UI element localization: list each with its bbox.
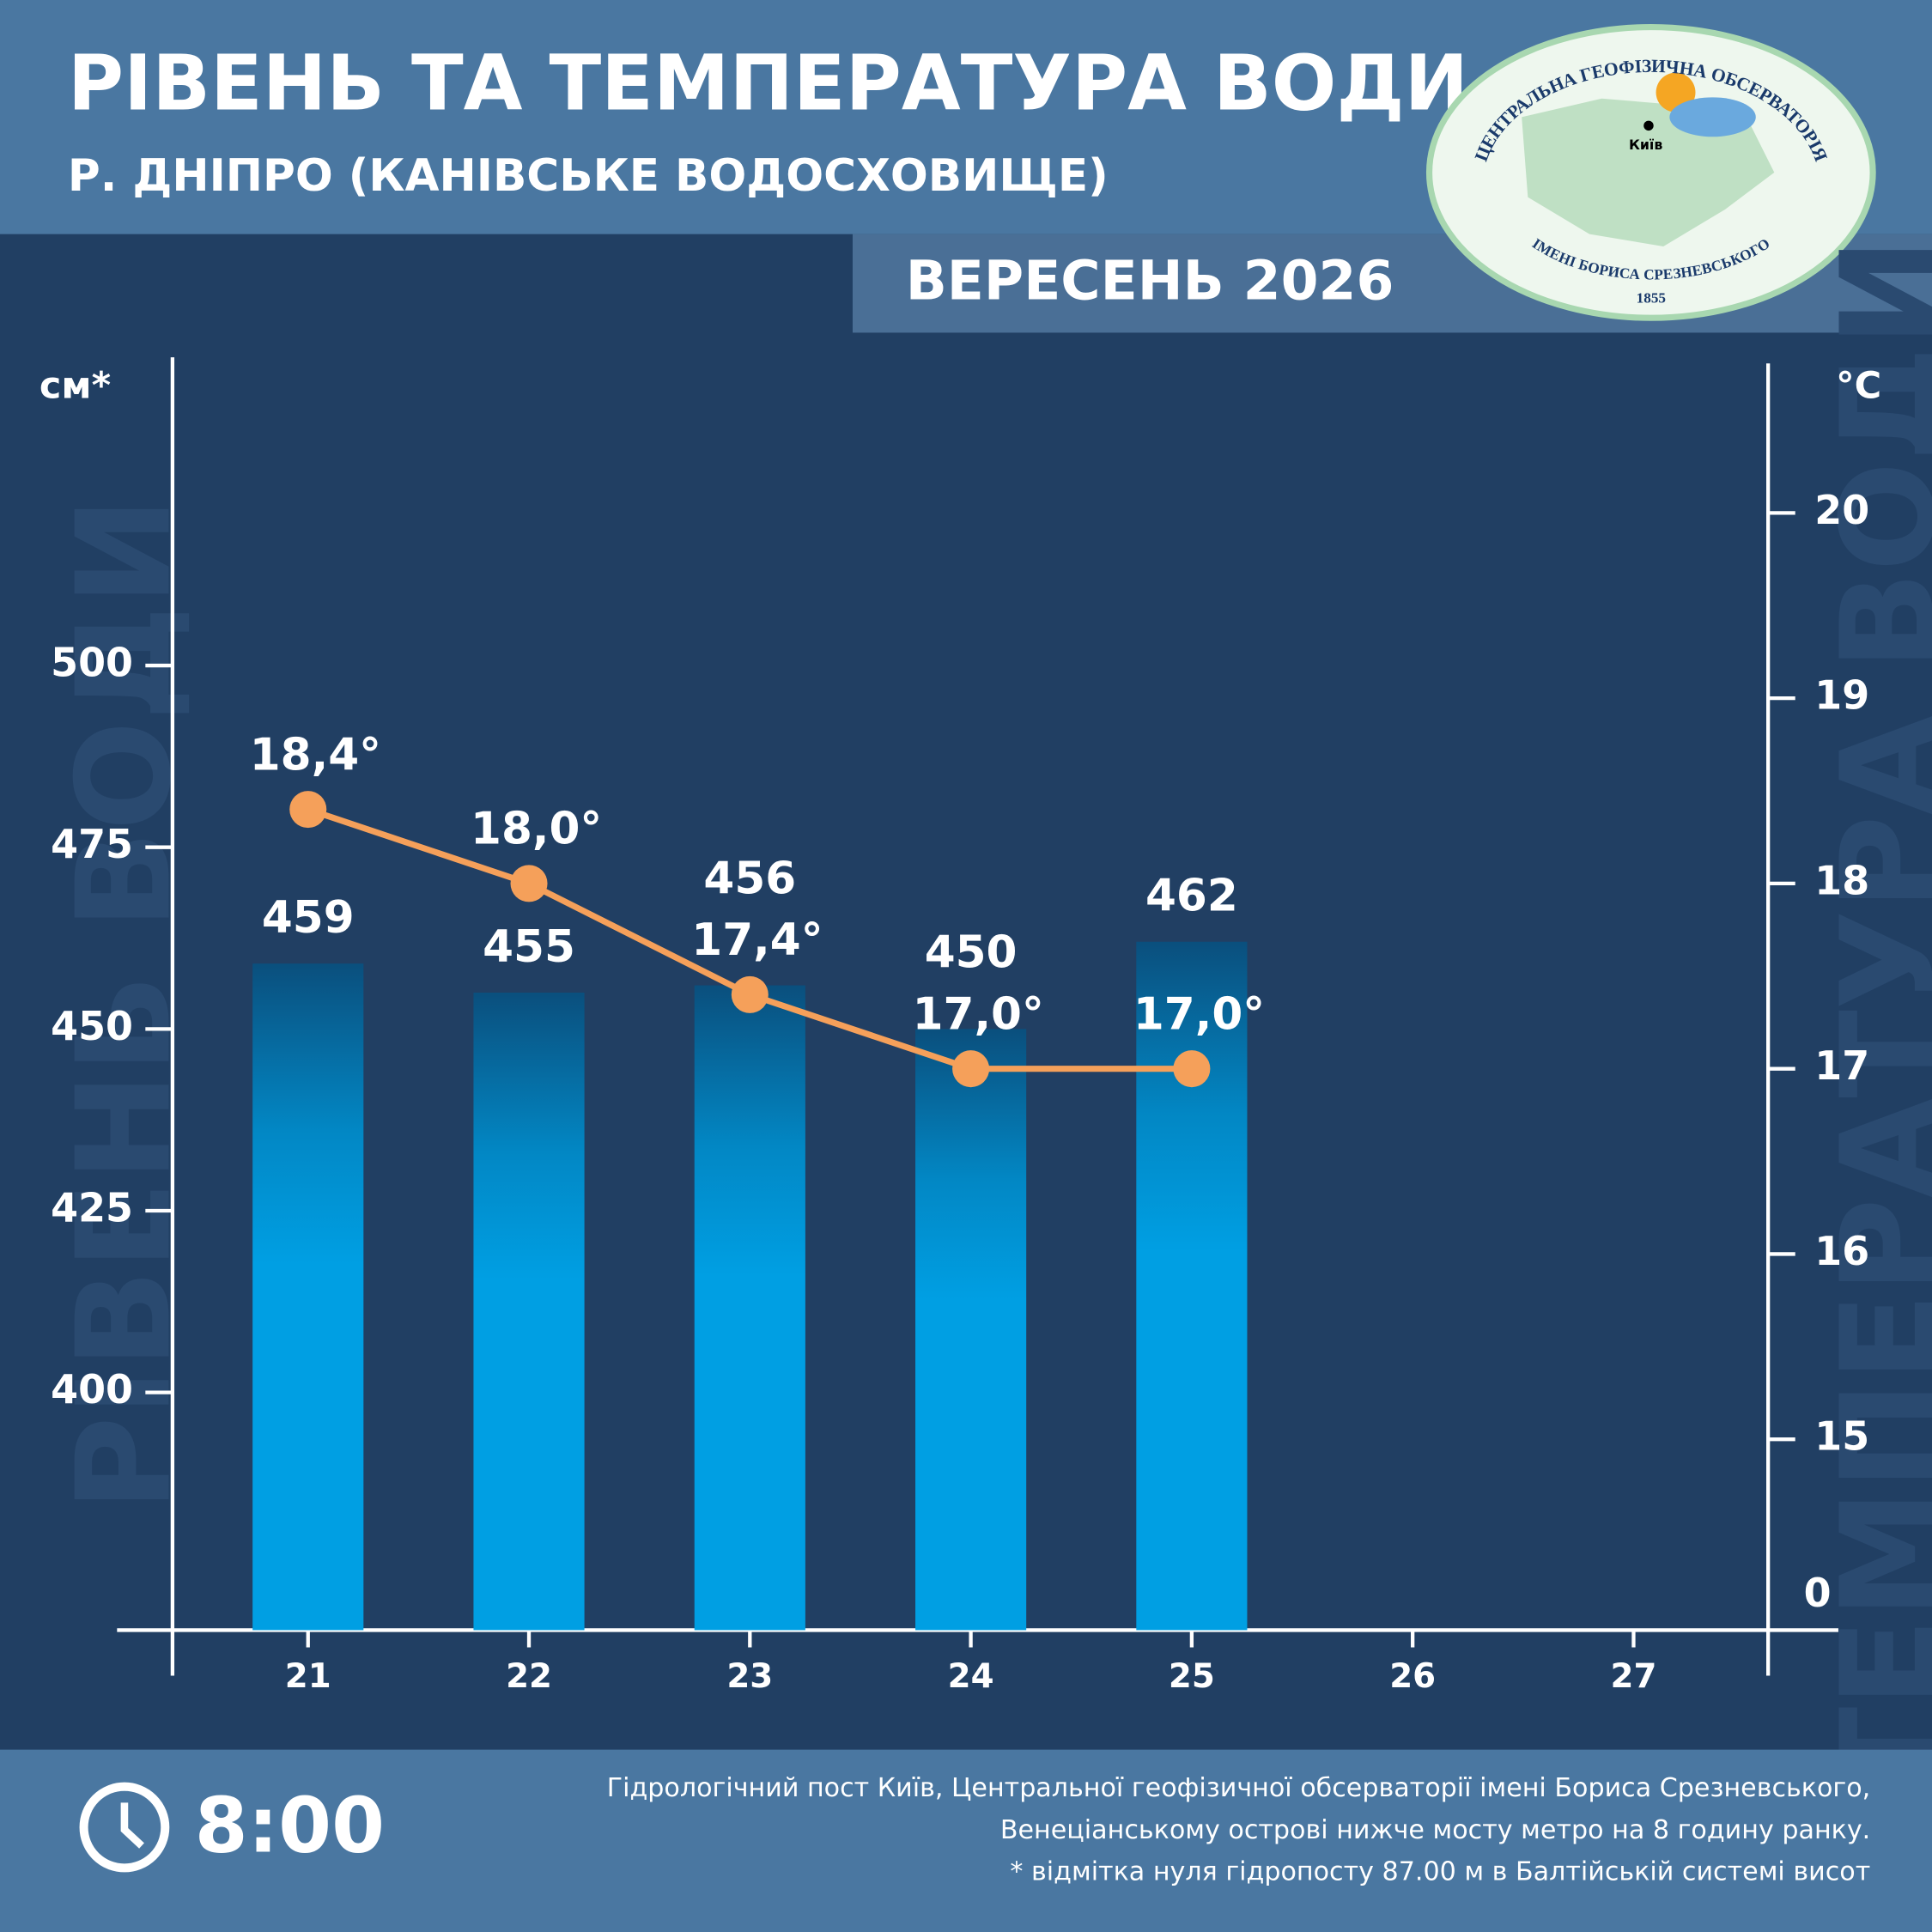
- y-tick-label: 425: [51, 1184, 133, 1230]
- logo-city: Київ: [1629, 137, 1662, 153]
- time: 8:00: [195, 1781, 385, 1870]
- bar: [1136, 941, 1248, 1631]
- y2-tick-label: 18: [1814, 857, 1869, 903]
- y2-unit: °C: [1836, 365, 1881, 408]
- y2-tick-label: 17: [1814, 1042, 1869, 1089]
- x-tick-label: 26: [1389, 1657, 1436, 1696]
- temp-label: 17,0°: [913, 988, 1044, 1040]
- temp-label: 18,4°: [250, 729, 381, 781]
- bar: [473, 993, 585, 1631]
- temp-label: 17,0°: [1133, 988, 1265, 1040]
- y-tick-label: 450: [51, 1003, 133, 1049]
- y2-break-label: 0: [1804, 1570, 1832, 1616]
- y-watermark: РІВЕНЬ ВОДИ: [48, 497, 199, 1511]
- bar-label: 459: [262, 892, 355, 944]
- temp-point: [952, 1050, 990, 1088]
- subtitle: Р. ДНІПРО (КАНІВСЬКЕ ВОДОСХОВИЩЕ): [68, 150, 1109, 202]
- logo-cloud: [1669, 97, 1756, 137]
- bar: [915, 1029, 1027, 1631]
- bar: [694, 985, 805, 1631]
- logo-dot: [1643, 120, 1654, 131]
- y2-tick-label: 16: [1814, 1228, 1869, 1274]
- temp-label: 17,4°: [691, 914, 823, 966]
- y2-tick-label: 19: [1814, 672, 1869, 719]
- temp-point: [1173, 1050, 1211, 1088]
- logo-year: 1855: [1637, 290, 1666, 307]
- y2-tick-label: 20: [1814, 487, 1869, 533]
- y2-tick-label: 15: [1814, 1413, 1869, 1460]
- x-tick-label: 24: [948, 1657, 994, 1696]
- temp-point: [289, 791, 327, 829]
- temp-point: [510, 865, 548, 902]
- x-tick-label: 23: [726, 1657, 773, 1696]
- temp-point: [731, 975, 769, 1013]
- y-tick-label: 475: [51, 821, 133, 867]
- y2-watermark: ТЕМПЕРАТУРА ВОДИ: [1813, 238, 1932, 1795]
- x-tick-label: 25: [1169, 1657, 1215, 1696]
- temp-label: 18,0°: [471, 804, 602, 855]
- y-tick-label: 400: [51, 1366, 133, 1413]
- bar-label: 462: [1145, 871, 1238, 922]
- logo: Київ ЦЕНТРАЛЬНА ГЕОФІЗИЧНА ОБСЕРВАТОРІЯ …: [1425, 23, 1876, 321]
- footer-band: [0, 1749, 1932, 1932]
- x-tick-label: 27: [1611, 1657, 1657, 1696]
- y-unit: см*: [39, 365, 111, 408]
- note: * відмітка нуля гідропосту 87.00 м в Бал…: [1010, 1857, 1870, 1887]
- bar: [252, 963, 364, 1631]
- bar-label: 450: [925, 927, 1018, 979]
- y-tick-label: 500: [51, 640, 133, 686]
- bar-label: 456: [703, 853, 796, 904]
- title: РІВЕНЬ ТА ТЕМПЕРАТУРА ВОДИ: [68, 39, 1468, 128]
- bar-label: 455: [483, 921, 575, 973]
- x-tick-label: 22: [506, 1657, 552, 1696]
- clock-icon: [79, 1782, 170, 1873]
- note: Венеціанському острові нижче мосту метро…: [1000, 1815, 1870, 1845]
- x-tick-label: 21: [285, 1657, 331, 1696]
- period: ВЕРЕСЕНЬ 2026: [906, 249, 1394, 313]
- note: Гідрологічний пост Київ, Центральної гео…: [607, 1773, 1871, 1803]
